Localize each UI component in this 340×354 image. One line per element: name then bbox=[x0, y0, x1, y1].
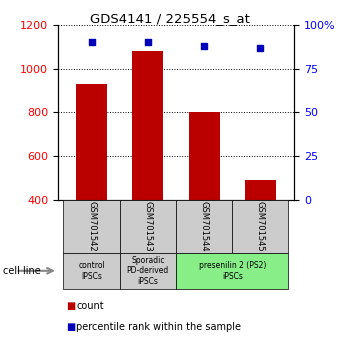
Text: GSM701543: GSM701543 bbox=[143, 201, 152, 252]
Point bbox=[145, 40, 151, 45]
FancyBboxPatch shape bbox=[64, 200, 120, 253]
Bar bbox=[76, 84, 107, 200]
Text: control
IPSCs: control IPSCs bbox=[78, 261, 105, 280]
FancyBboxPatch shape bbox=[64, 253, 120, 289]
FancyBboxPatch shape bbox=[120, 253, 176, 289]
Point bbox=[201, 43, 207, 48]
Text: GSM701544: GSM701544 bbox=[200, 201, 208, 252]
Text: GDS4141 / 225554_s_at: GDS4141 / 225554_s_at bbox=[90, 12, 250, 25]
FancyBboxPatch shape bbox=[176, 253, 288, 289]
Text: cell line: cell line bbox=[3, 266, 41, 276]
FancyBboxPatch shape bbox=[232, 200, 288, 253]
Text: count: count bbox=[76, 301, 104, 311]
Bar bbox=[189, 113, 220, 200]
Bar bbox=[132, 51, 163, 200]
Text: ■: ■ bbox=[66, 322, 75, 332]
FancyBboxPatch shape bbox=[176, 200, 232, 253]
Text: presenilin 2 (PS2)
iPSCs: presenilin 2 (PS2) iPSCs bbox=[199, 261, 266, 280]
Bar bbox=[245, 180, 276, 200]
Text: GSM701542: GSM701542 bbox=[87, 201, 96, 252]
Text: GSM701545: GSM701545 bbox=[256, 201, 265, 252]
Point bbox=[258, 45, 263, 50]
FancyBboxPatch shape bbox=[120, 200, 176, 253]
Text: ■: ■ bbox=[66, 301, 75, 311]
Point bbox=[89, 40, 94, 45]
Text: percentile rank within the sample: percentile rank within the sample bbox=[76, 322, 241, 332]
Text: Sporadic
PD-derived
iPSCs: Sporadic PD-derived iPSCs bbox=[127, 256, 169, 286]
